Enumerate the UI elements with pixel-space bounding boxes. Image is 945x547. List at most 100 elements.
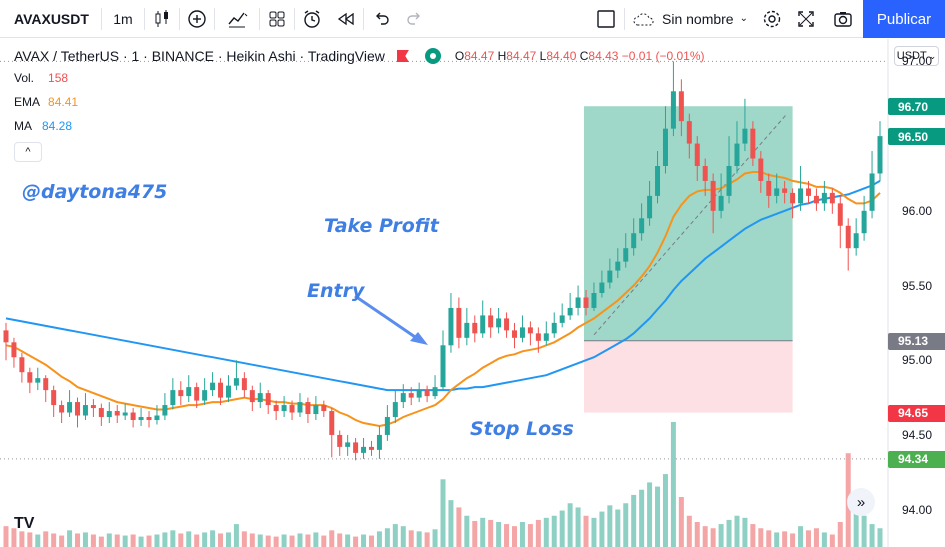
fullscreen-square-icon[interactable]: [588, 0, 624, 38]
toolbar-divider: [100, 7, 102, 30]
chart-legend: AVAX / TetherUS · 1 · BINANCE · Heikin A…: [14, 46, 705, 162]
volume-bar: [718, 524, 724, 547]
candle-body: [575, 297, 581, 308]
candle-body: [464, 322, 470, 338]
volume-bar: [734, 515, 740, 547]
candle-body: [35, 378, 41, 383]
add-indicator-icon[interactable]: [180, 0, 214, 38]
candle-body: [829, 192, 835, 204]
volume-bar: [798, 526, 804, 547]
tradingview-logo[interactable]: TV: [14, 515, 35, 532]
candle-body: [11, 342, 17, 358]
fullscreen-expand-icon[interactable]: [789, 0, 823, 38]
volume-bar: [702, 526, 708, 547]
volume-bar: [829, 534, 835, 547]
candle-body: [559, 315, 565, 323]
volume-bar: [361, 534, 367, 547]
candle-body: [59, 405, 65, 413]
volume-bar: [233, 524, 239, 547]
cloud-icon: [633, 12, 654, 25]
volume-bar: [662, 474, 668, 547]
volume-bar: [877, 528, 883, 547]
symbol-search-button[interactable]: AVAXUSDT: [14, 10, 89, 27]
ma-value: 84.28: [42, 119, 73, 133]
chart-pane[interactable]: [0, 39, 945, 547]
entry-arrow-line: [354, 294, 419, 341]
camera-snapshot-icon[interactable]: [823, 0, 863, 38]
flag-icon[interactable]: [396, 50, 409, 62]
volume-bar: [265, 535, 271, 547]
candle-body: [519, 327, 525, 338]
volume-bar: [623, 503, 629, 547]
indicators-icon[interactable]: [215, 0, 259, 38]
volume-bar: [519, 522, 525, 547]
volume-bar: [615, 509, 621, 547]
candle-body: [19, 357, 25, 373]
candle-body: [281, 405, 287, 412]
toolbar-divider: [178, 7, 180, 30]
volume-bar: [805, 530, 811, 547]
volume-bar: [225, 532, 231, 547]
volume-bar: [821, 532, 827, 547]
volume-bar: [480, 517, 486, 547]
volume-bar: [750, 524, 756, 547]
volume-bar: [170, 530, 176, 547]
volume-bar: [146, 535, 152, 547]
candle-body: [742, 128, 748, 144]
visibility-eye-icon[interactable]: [424, 48, 441, 64]
price-tag: 96.70: [888, 98, 945, 116]
watermark-text: @daytona475: [22, 181, 168, 203]
undo-icon[interactable]: [364, 0, 398, 38]
ohlc-low: 84.40: [546, 49, 577, 63]
price-axis-tick-label: 95.50: [902, 278, 933, 293]
candle-body: [337, 434, 343, 447]
publish-button[interactable]: Publicar: [863, 0, 945, 38]
layout-name: Sin nombre: [662, 10, 734, 27]
volume-bar: [655, 486, 661, 547]
candle-body: [869, 173, 875, 211]
candle-body: [631, 233, 637, 249]
chart-type-candles-icon[interactable]: [145, 0, 179, 38]
volume-bar: [305, 534, 311, 547]
scroll-to-realtime-button[interactable]: »: [847, 488, 875, 516]
volume-bar: [631, 494, 637, 547]
legend-ema-row[interactable]: EMA 84.41: [14, 90, 705, 114]
price-chart[interactable]: [0, 39, 945, 547]
alert-clock-icon[interactable]: [295, 0, 329, 38]
legend-ma-row[interactable]: MA 84.28: [14, 114, 705, 138]
price-tag: 94.34: [888, 450, 945, 468]
candle-body: [551, 322, 557, 334]
replay-icon[interactable]: [329, 0, 363, 38]
layouts-grid-icon[interactable]: [260, 0, 294, 38]
candle-body: [225, 385, 231, 398]
candle-body: [496, 318, 502, 328]
candle-body: [178, 390, 184, 397]
volume-bar: [710, 528, 716, 547]
volume-bar: [273, 536, 279, 547]
candle-body: [718, 195, 724, 211]
layout-name-menu[interactable]: Sin nombre ⌄: [625, 0, 755, 38]
candle-body: [361, 446, 367, 453]
volume-bar: [353, 536, 359, 547]
settings-gear-icon[interactable]: [755, 0, 789, 38]
volume-bar: [758, 528, 764, 547]
legend-collapse-button[interactable]: ^: [14, 142, 42, 162]
candle-body: [249, 390, 255, 403]
volume-bar: [472, 520, 478, 547]
candle-body: [297, 402, 303, 413]
candle-body: [766, 180, 772, 196]
currency-selector[interactable]: USDT ⌄: [894, 46, 939, 66]
candle-body: [51, 390, 57, 406]
interval-button[interactable]: 1m: [113, 10, 133, 27]
entry-label: Entry: [307, 280, 365, 302]
candle-body: [384, 417, 390, 435]
volume-bar: [345, 534, 351, 547]
ohlc-change: −0.01 (−0.01%): [621, 49, 705, 63]
candle-body: [130, 412, 136, 420]
candle-body: [368, 446, 374, 450]
stop-loss-label: Stop Loss: [470, 418, 574, 440]
legend-volume-row[interactable]: Vol. 158: [14, 66, 705, 90]
volume-bar: [337, 533, 343, 547]
candle-body: [67, 402, 73, 413]
redo-icon[interactable]: [398, 0, 432, 38]
